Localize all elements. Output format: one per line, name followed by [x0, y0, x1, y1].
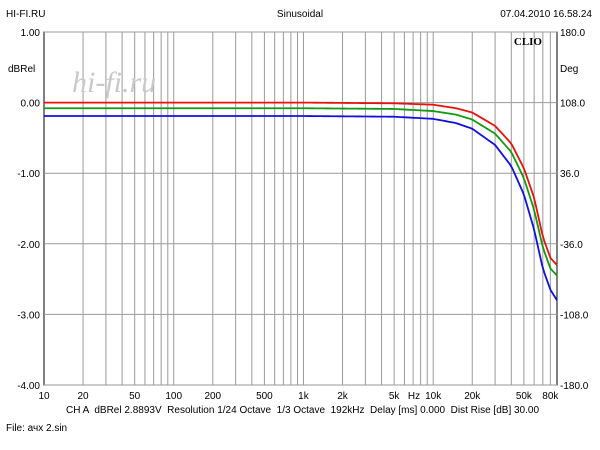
y-tick-label: 1.00 [21, 28, 41, 39]
x-tick-label: 500 [256, 391, 273, 402]
x-tick-label: 50 [129, 391, 141, 402]
y2-tick-label: -108.0 [560, 310, 589, 321]
y2-axis-label: Deg [560, 64, 578, 75]
footer-file-line: File: ачх 2.sin [6, 423, 68, 434]
y-tick-label: -4.00 [17, 381, 40, 392]
watermark: hi-fi.ru [72, 66, 156, 99]
y-tick-label: -1.00 [17, 169, 40, 180]
y-tick-label: -3.00 [17, 310, 40, 321]
brand-label: CLIO [514, 36, 543, 48]
x-tick-label: 10k [425, 391, 442, 402]
x-tick-label: 200 [204, 391, 221, 402]
y-tick-label: -2.00 [17, 240, 40, 251]
y-axis-label: dBRel [8, 64, 35, 75]
x-axis-label: Hz [408, 391, 420, 402]
tick-labels: 10 20 50 100 200 500 1k 2k 5k 10k 20k 50k 80k 1.00 0.0… [17, 28, 589, 402]
x-tick-label: 80k [542, 391, 559, 402]
series-line-2 [44, 107, 558, 277]
x-tick-label: 20k [464, 391, 481, 402]
y2-tick-label: 180.0 [560, 28, 585, 39]
y2-tick-label: -36.0 [560, 240, 583, 251]
x-tick-label: 2k [337, 391, 349, 402]
series-line-3 [44, 115, 558, 301]
header-center: Sinusoidal [277, 9, 323, 20]
header-right: 07.04.2010 16.58.24 [500, 9, 592, 20]
x-tick-label: 20 [77, 391, 89, 402]
x-tick-label: 50k [516, 391, 533, 402]
grid [44, 31, 557, 386]
x-tick-label: 10 [38, 391, 50, 402]
x-tick-label: 100 [165, 391, 182, 402]
footer-info-line: CH A dBRel 2.8893V Resolution 1/24 Octav… [66, 405, 540, 416]
y2-tick-label: 36.0 [560, 169, 580, 180]
series-line-1 [44, 101, 558, 266]
series-group [44, 101, 558, 301]
y2-tick-label: 108.0 [560, 99, 585, 110]
plot-frame [43, 31, 558, 386]
x-tick-label: 1k [298, 391, 310, 402]
y-tick-label: 0.00 [21, 99, 41, 110]
x-tick-label: 5k [389, 391, 401, 402]
y2-tick-label: -180.0 [560, 381, 589, 392]
header-left: HI-FI.RU [6, 9, 45, 20]
